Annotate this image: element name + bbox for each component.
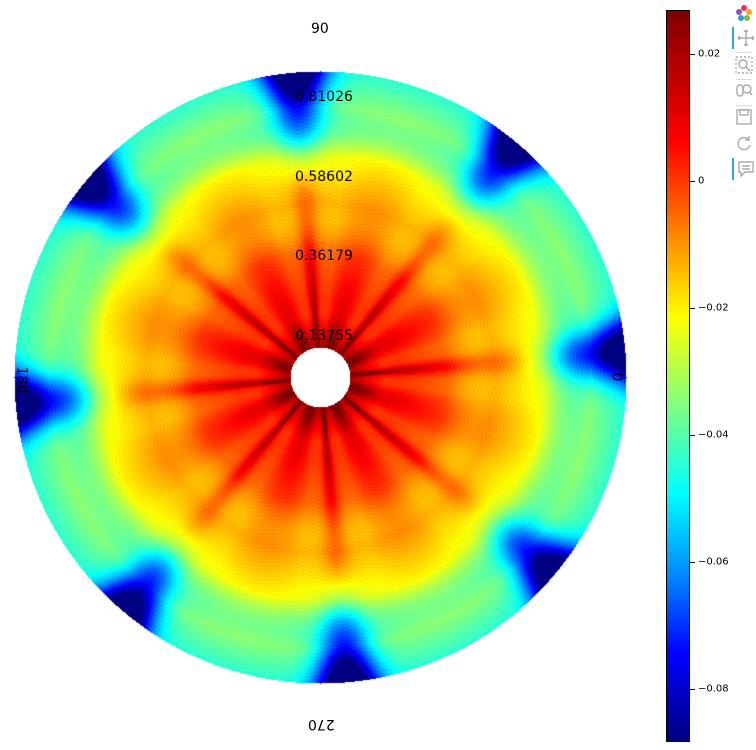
hover-icon[interactable] <box>732 158 756 180</box>
colorbar-tick-label: −0.06 <box>698 556 729 568</box>
colorbar: 0.02 0 −0.02 −0.04 −0.06 −0.08 <box>666 10 729 742</box>
colorbar-tick-label: −0.08 <box>698 683 729 695</box>
radial-label-1: 0.36179 <box>295 248 353 264</box>
colorbar-gradient <box>666 10 690 742</box>
colorbar-tick-label: −0.02 <box>698 302 729 314</box>
colorbar-tick-label: 0.02 <box>698 48 721 60</box>
colorbar-tick <box>690 689 695 691</box>
polar-heatmap[interactable] <box>0 0 660 750</box>
toolbar <box>730 0 756 200</box>
radial-label-2: 0.58602 <box>295 169 353 185</box>
box-zoom-icon[interactable] <box>732 54 756 76</box>
colorbar-tick <box>690 562 695 564</box>
save-icon[interactable] <box>732 106 756 128</box>
colorbar-tick <box>690 308 695 310</box>
angle-label-0: 0 <box>608 372 625 382</box>
radial-label-3: 0.81026 <box>295 89 353 105</box>
colorbar-tick <box>690 54 695 56</box>
colorbar-tick-label: 0 <box>698 175 705 187</box>
radial-label-0: 0.13755 <box>295 328 353 344</box>
colorbar-tick <box>690 435 695 437</box>
reset-icon[interactable] <box>732 132 756 154</box>
wheel-zoom-icon[interactable] <box>732 80 756 102</box>
angle-label-180: 180 <box>13 366 30 394</box>
angle-label-270: 270 <box>308 716 335 732</box>
pan-icon[interactable] <box>732 27 756 49</box>
bokeh-logo-icon[interactable] <box>732 2 756 24</box>
angle-label-90: 90 <box>311 21 329 37</box>
colorbar-tick <box>690 181 695 183</box>
colorbar-tick-label: −0.04 <box>698 429 729 441</box>
